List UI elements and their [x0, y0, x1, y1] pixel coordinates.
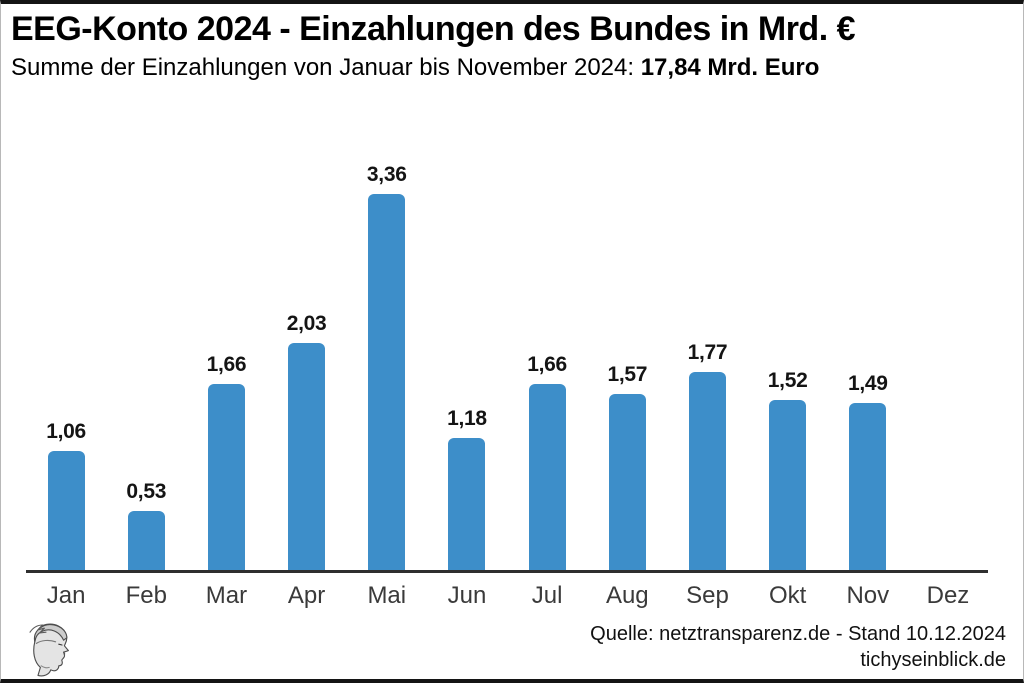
month-label: Dez: [926, 582, 970, 609]
chart-title: EEG-Konto 2024 - Einzahlungen des Bundes…: [11, 10, 856, 48]
month-label: Apr: [287, 582, 326, 609]
source-line: Quelle: netztransparenz.de - Stand 10.12…: [590, 623, 1006, 645]
month-label: Jun: [447, 582, 487, 609]
month-label: Aug: [605, 582, 649, 609]
bar-column: 3,36: [347, 152, 427, 570]
month-label: Jul: [531, 582, 563, 609]
bar-column: 0,53: [106, 152, 186, 570]
bar-column: 1,57: [587, 152, 667, 570]
bar: [47, 451, 85, 570]
month-label: Mai: [367, 582, 407, 609]
bar: [688, 372, 726, 570]
month-label: Jan: [46, 582, 86, 609]
bar-value-label: 1,06: [46, 420, 86, 443]
bar: [448, 438, 486, 570]
month-label: Mar: [205, 582, 248, 609]
bar-column: 1,66: [507, 152, 587, 570]
bar-column: [908, 152, 988, 570]
bar-column: 1,77: [667, 152, 747, 570]
bar-value-label: 1,52: [767, 369, 808, 392]
bar-value-label: 1,77: [687, 341, 728, 364]
month-label: Nov: [846, 582, 890, 609]
bar: [127, 511, 165, 570]
site-line: tichyseinblick.de: [860, 649, 1006, 671]
chart-header: EEG-Konto 2024 - Einzahlungen des Bundes…: [11, 10, 856, 82]
bar: [608, 394, 646, 570]
bar-column: 1,06: [26, 152, 106, 570]
bar-value-label: 1,49: [847, 372, 888, 395]
bar-value-label: 1,57: [607, 363, 648, 386]
bar: [528, 384, 566, 570]
bar-value-label: 1,66: [527, 353, 567, 376]
bar: [849, 403, 887, 570]
month-label: Feb: [125, 582, 167, 609]
chart-subtitle: Summe der Einzahlungen von Januar bis No…: [11, 54, 855, 82]
bar-column: 1,18: [427, 152, 507, 570]
subtitle-total-value: 17,84 Mrd. Euro: [640, 54, 820, 81]
bar-value-label: 3,36: [366, 163, 407, 186]
month-label: Okt: [768, 582, 807, 609]
bar: [769, 400, 807, 570]
subtitle-text: Summe der Einzahlungen von Januar bis No…: [11, 54, 641, 81]
hermes-head-logo: [29, 623, 69, 677]
bar-value-label: 0,53: [126, 480, 167, 503]
bar-value-label: 2,03: [286, 312, 327, 335]
bar: [207, 384, 245, 570]
bar-column: 2,03: [267, 152, 347, 570]
plot-area: 1,06 0,53 1,66 2,03 3,36 1,18 1,66 1,57 1,77 1,52…: [26, 152, 988, 570]
bar-column: 1,52: [748, 152, 828, 570]
bar-value-label: 1,66: [206, 353, 247, 376]
bar-column: 1,66: [186, 152, 266, 570]
bar-value-label: 1,18: [447, 407, 487, 430]
bar-column: 1,49: [828, 152, 908, 570]
source-note: Quelle: netztransparenz.de - Stand 10.12…: [590, 621, 1006, 673]
month-axis: Jan Feb Mar Apr Mai Jun Jul Aug Sep Okt Nov Dez: [26, 579, 988, 610]
bar: [368, 194, 406, 570]
bar: [288, 343, 326, 570]
month-label: Sep: [686, 582, 729, 609]
x-axis-line: [26, 570, 988, 573]
